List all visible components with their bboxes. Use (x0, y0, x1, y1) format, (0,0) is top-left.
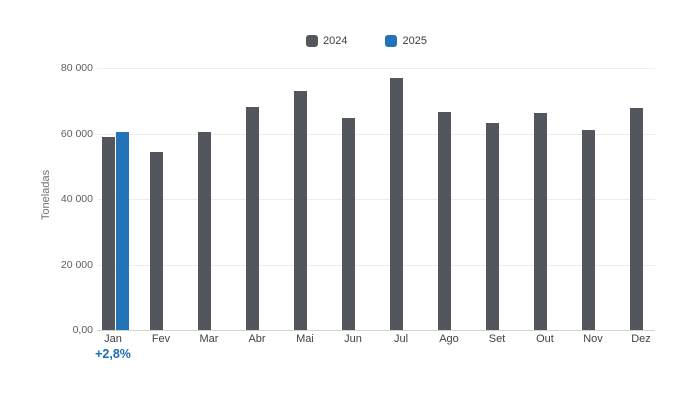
x-tick-label-dez: Dez (631, 333, 651, 345)
bar-2024-set[interactable] (485, 122, 499, 330)
jan-change-annotation: +2,8% (95, 347, 131, 361)
x-tick-label-mar: Mar (199, 333, 219, 345)
chart-legend: 2024 2025 (306, 35, 427, 47)
gridline (97, 133, 655, 135)
x-tick-label-set: Set (488, 333, 506, 345)
x-tick-label-abr: Abr (248, 333, 266, 345)
x-axis-line (97, 330, 655, 331)
y-tick-label: 20 000 (60, 258, 93, 271)
x-tick-label-mai: Mai (296, 333, 314, 345)
bar-2025-jan[interactable] (116, 132, 129, 330)
x-tick-label-fev: Fev (151, 333, 171, 345)
bar-2024-mai[interactable] (293, 90, 307, 330)
legend-item-2025[interactable]: 2025 (385, 35, 427, 47)
x-tick-label-jul: Jul (393, 333, 409, 345)
legend-label: 2024 (323, 35, 348, 47)
gridline (97, 68, 655, 69)
bar-2024-mar[interactable] (197, 131, 211, 330)
bar-2024-dez[interactable] (629, 107, 643, 330)
x-tick-label-ago: Ago (439, 333, 459, 345)
legend-label: 2025 (402, 35, 427, 47)
legend-item-2024[interactable]: 2024 (306, 35, 347, 47)
legend-swatch-2024 (306, 35, 318, 47)
bar-2024-jan[interactable] (101, 137, 115, 330)
gridline (97, 199, 655, 200)
y-tick-label: 60 000 (60, 127, 93, 140)
x-tick-label-nov: Nov (583, 333, 603, 345)
bar-2024-jul[interactable] (389, 78, 403, 330)
x-tick-label-jun: Jun (344, 333, 362, 345)
x-tick-label-jan: Jan (104, 333, 122, 345)
y-tick-label: 40 000 (60, 193, 93, 205)
bar-2024-ago[interactable] (437, 111, 451, 330)
bar-2024-nov[interactable] (581, 129, 595, 330)
x-tick-label-out: Out (536, 333, 554, 345)
y-axis-title: Toneladas (40, 169, 52, 221)
gridline (97, 264, 655, 266)
bar-2024-abr[interactable] (245, 106, 259, 330)
y-tick-label: 0,00 (72, 324, 93, 336)
legend-swatch-2025 (385, 35, 398, 47)
bar-2024-jun[interactable] (341, 118, 355, 330)
y-tick-label: 80 000 (60, 62, 93, 74)
bar-2024-out[interactable] (533, 113, 547, 330)
bar-2024-fev[interactable] (149, 151, 163, 330)
